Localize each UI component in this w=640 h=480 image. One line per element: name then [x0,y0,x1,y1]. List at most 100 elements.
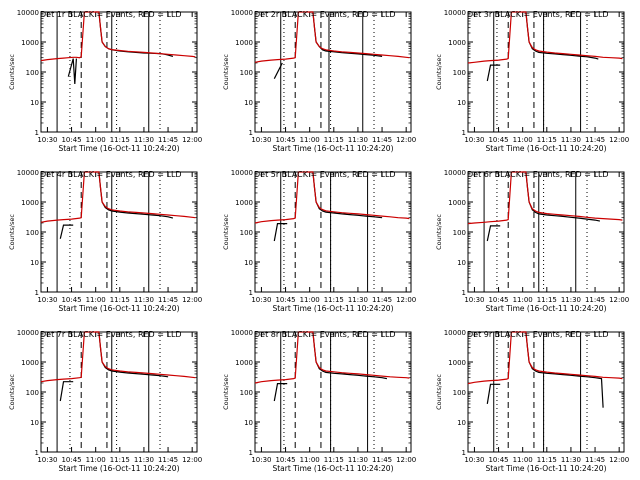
panel-1: 1 10 100 1000 10000 10:30 10:45 11:00 11:15 11:30… [8,9,202,153]
x-tick-label: 12:00 [396,296,416,304]
x-tick-label: 11:30 [134,456,154,464]
panel-title: Det 8r BLACK = Events, RED = LLD [254,330,396,339]
y-axis-label: Counts/sec [435,54,443,90]
plot-frame [254,331,412,453]
series-line-events [486,64,501,82]
y-tick-label: 10000 [444,9,466,17]
x-tick-label: 11:00 [300,456,320,464]
x-tick-label: 10:30 [464,456,484,464]
x-tick-label: 11:00 [86,296,106,304]
x-axis-label: Start Time (16-Oct-11 10:24:20) [485,144,606,153]
x-tick-label: 11:30 [348,136,368,144]
x-tick-label: 10:30 [464,296,484,304]
y-tick-label: 10000 [231,9,253,17]
x-tick-label: 11:00 [300,136,320,144]
y-tick-label: 1000 [448,359,466,367]
y-tick-label: 1000 [21,359,39,367]
series-line-lld [254,171,410,224]
x-tick-label: 10:30 [464,136,484,144]
series-line-lld [467,331,623,385]
y-tick-label: 10000 [17,169,39,177]
y-tick-label: 100 [240,69,253,77]
x-tick-label: 11:00 [513,136,533,144]
y-tick-label: 10 [30,419,39,427]
y-tick-label: 10 [244,99,253,107]
x-tick-label: 11:30 [561,296,581,304]
y-tick-label: 10000 [444,169,466,177]
x-tick-label: 11:15 [324,456,344,464]
x-tick-label: 11:45 [585,296,605,304]
series-line-events [273,62,283,79]
x-tick-label: 10:30 [251,136,271,144]
y-tick-label: 10000 [231,329,253,337]
y-tick-label: 1 [249,289,253,297]
x-axis-label: Start Time (16-Oct-11 10:24:20) [58,464,179,473]
series-line-lld [254,11,410,63]
panel-4: 1 10 100 1000 10000 10:30 10:45 11:00 11:15 11:30… [8,169,202,313]
x-tick-label: 12:00 [609,136,629,144]
x-tick-label: 11:30 [348,296,368,304]
y-tick-label: 1000 [448,39,466,47]
x-tick-label: 12:00 [182,296,202,304]
x-tick-label: 11:00 [513,296,533,304]
series-line-events [486,383,501,404]
panel-title: Det 1r BLACK = Events, RED = LLD [40,10,182,19]
series-line-lld [467,171,623,225]
y-tick-label: 1000 [235,199,253,207]
y-tick-label: 10 [30,259,39,267]
y-tick-label: 100 [240,389,253,397]
x-tick-label: 11:45 [158,456,178,464]
x-tick-label: 11:15 [324,296,344,304]
y-tick-label: 1 [35,449,39,457]
panel-8: 1 10 100 1000 10000 10:30 10:45 11:00 11:15 11:30… [222,329,416,473]
x-tick-label: 11:45 [372,296,392,304]
x-tick-label: 10:45 [488,136,508,144]
y-tick-label: 1000 [21,39,39,47]
y-tick-label: 1000 [448,199,466,207]
x-tick-label: 10:45 [275,296,295,304]
x-axis-label: Start Time (16-Oct-11 10:24:20) [485,464,606,473]
y-tick-label: 1 [249,129,253,137]
y-axis-label: Counts/sec [8,54,16,90]
x-tick-label: 11:30 [561,456,581,464]
y-tick-label: 100 [240,229,253,237]
x-axis-label: Start Time (16-Oct-11 10:24:20) [58,144,179,153]
plot-frame [467,11,625,133]
y-tick-label: 10 [457,259,466,267]
series-line-lld [40,11,196,62]
y-tick-label: 1000 [235,39,253,47]
panel-2: 1 10 100 1000 10000 10:30 10:45 11:00 11:15 11:30… [222,9,416,153]
x-tick-label: 11:15 [324,136,344,144]
y-tick-label: 10 [244,259,253,267]
y-axis-label: Counts/sec [435,374,443,410]
series-line-lld [40,171,196,223]
x-tick-label: 11:45 [372,456,392,464]
series-line-events [59,224,74,239]
x-tick-label: 12:00 [182,456,202,464]
y-tick-label: 10000 [231,169,253,177]
series-line-events [273,383,288,402]
y-tick-label: 10000 [444,329,466,337]
y-tick-label: 1 [35,129,39,137]
x-axis-label: Start Time (16-Oct-11 10:24:20) [272,464,393,473]
x-tick-label: 10:30 [37,136,57,144]
plot-frame [254,11,412,133]
x-tick-label: 11:00 [513,456,533,464]
panel-title: Det 3r BLACK = Events, RED = LLD [467,10,609,19]
x-tick-label: 11:45 [158,136,178,144]
y-axis-label: Counts/sec [222,54,230,90]
y-tick-label: 10 [244,419,253,427]
x-tick-label: 10:45 [61,456,81,464]
y-tick-label: 1 [462,449,466,457]
y-tick-label: 1 [462,129,466,137]
series-line-events [67,58,77,84]
x-tick-label: 11:15 [537,456,557,464]
panel-7: 1 10 100 1000 10000 10:30 10:45 11:00 11:15 11:30… [8,329,202,473]
x-tick-label: 12:00 [609,456,629,464]
x-tick-label: 12:00 [182,136,202,144]
y-axis-label: Counts/sec [435,214,443,250]
panel-5: 1 10 100 1000 10000 10:30 10:45 11:00 11:15 11:30… [222,169,416,313]
y-axis-label: Counts/sec [8,214,16,250]
